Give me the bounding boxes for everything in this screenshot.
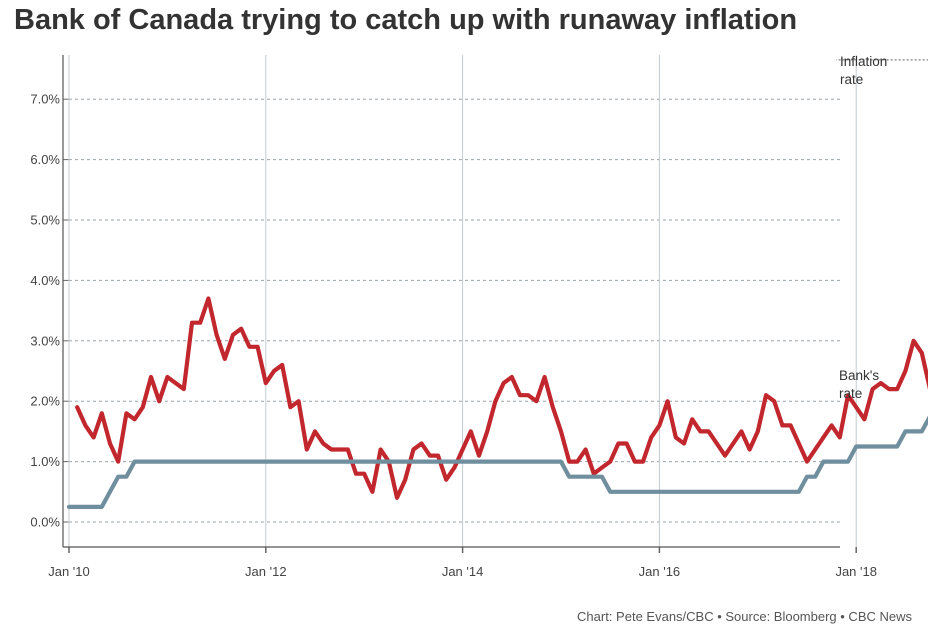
- banks-rate-label: Bank's: [839, 368, 879, 383]
- x-tick-label: Jan '14: [442, 564, 484, 579]
- x-tick-label: Jan '16: [639, 564, 681, 579]
- x-gridlines: [68, 55, 857, 553]
- axes: [62, 55, 840, 548]
- series-lines: [66, 296, 928, 509]
- y-tick-labels: 0.0% 1.0% 2.0% 3.0% 4.0% 5.0% 6.0% 7.0%: [30, 92, 60, 530]
- y-tick-label: 5.0%: [30, 213, 60, 228]
- chart-credit: Chart: Pete Evans/CBC • Source: Bloomber…: [577, 609, 912, 624]
- y-tick-label: 7.0%: [30, 92, 60, 107]
- inflation-rate-label: Inflation: [840, 54, 887, 69]
- x-tick-label: Jan '10: [48, 564, 90, 579]
- x-tick-label: Jan '18: [835, 564, 877, 579]
- y-tick-label: 3.0%: [30, 333, 60, 348]
- y-tick-label: 1.0%: [30, 454, 60, 469]
- y-tick-label: 6.0%: [30, 152, 60, 167]
- series-labels: Inflation rate Bank's rate: [836, 54, 928, 401]
- inflation-rate-label: rate: [840, 72, 863, 87]
- banks-rate-label: rate: [839, 386, 862, 401]
- chart-title: Bank of Canada trying to catch up with r…: [14, 4, 798, 36]
- y-gridlines: [63, 98, 840, 523]
- y-tick-label: 0.0%: [30, 515, 60, 530]
- x-tick-label: Jan '12: [245, 564, 287, 579]
- y-tick-label: 4.0%: [30, 273, 60, 288]
- series-line-banks-rate: [66, 415, 928, 509]
- y-tick-label: 2.0%: [30, 394, 60, 409]
- series-line-inflation-rate: [75, 296, 928, 500]
